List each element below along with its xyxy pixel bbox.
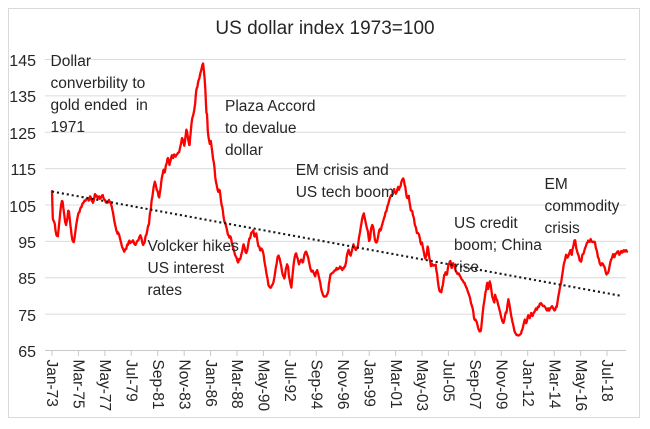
svg-text:Mar-88: Mar-88 — [228, 360, 245, 409]
svg-text:Jan-73: Jan-73 — [43, 360, 60, 407]
svg-text:May-77: May-77 — [96, 360, 113, 412]
svg-text:Sep-94: Sep-94 — [308, 360, 325, 410]
svg-text:Jul-79: Jul-79 — [123, 360, 140, 402]
svg-text:Jan-86: Jan-86 — [202, 360, 219, 407]
svg-text:May-90: May-90 — [255, 360, 272, 412]
svg-text:Jan-12: Jan-12 — [519, 360, 536, 407]
svg-text:Sep-07: Sep-07 — [466, 360, 483, 410]
svg-text:Mar-75: Mar-75 — [70, 360, 87, 409]
svg-text:Jul-18: Jul-18 — [598, 360, 615, 402]
svg-text:Nov-96: Nov-96 — [334, 360, 351, 410]
svg-text:Mar-01: Mar-01 — [387, 360, 404, 409]
svg-text:Jul-92: Jul-92 — [281, 360, 298, 402]
svg-text:Nov-09: Nov-09 — [493, 360, 510, 410]
svg-text:May-16: May-16 — [572, 360, 589, 412]
svg-text:Jul-05: Jul-05 — [440, 360, 457, 402]
svg-text:Nov-83: Nov-83 — [175, 360, 192, 410]
svg-text:May-03: May-03 — [413, 360, 430, 412]
svg-text:Jan-99: Jan-99 — [360, 360, 377, 407]
svg-text:Sep-81: Sep-81 — [149, 360, 166, 410]
svg-text:Mar-14: Mar-14 — [545, 360, 562, 409]
